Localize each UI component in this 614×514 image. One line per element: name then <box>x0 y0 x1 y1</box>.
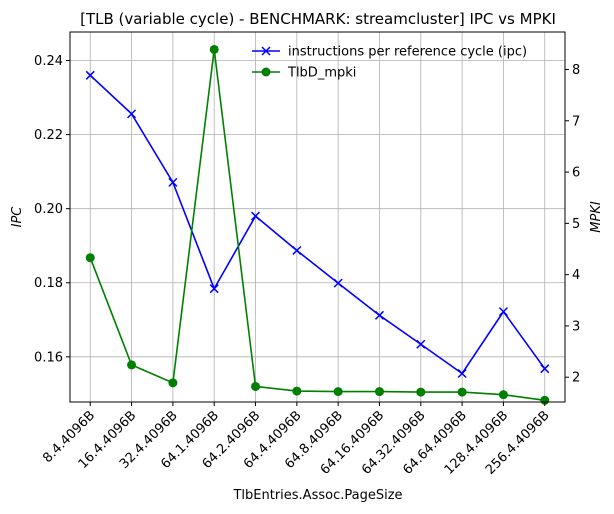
data-point <box>168 378 178 388</box>
data-point <box>540 395 550 405</box>
legend-label: instructions per reference cycle (ipc) <box>288 45 527 60</box>
data-point <box>416 387 426 397</box>
y-left-tick-label: 0.22 <box>34 128 63 143</box>
plot-frame <box>69 31 566 403</box>
y-right-tick-label: 7 <box>572 114 580 129</box>
y-axis-left: 0.16 0.18 0.20 0.22 0.24 <box>34 54 70 365</box>
series-1 <box>85 70 550 379</box>
data-point <box>540 364 550 374</box>
legend-marker <box>261 46 271 56</box>
data-point <box>416 339 426 349</box>
data-point <box>250 211 261 221</box>
data-point <box>333 387 343 397</box>
data-point <box>251 381 261 391</box>
chart-title: [TLB (variable cycle) - BENCHMARK: strea… <box>80 10 556 28</box>
y-axis-right-label: MPKI <box>589 201 604 233</box>
data-point <box>457 387 467 397</box>
data-point <box>457 368 467 379</box>
y-left-tick-label: 0.24 <box>34 54 63 69</box>
legend-item-1: instructions per reference cycle (ipc) <box>252 45 527 60</box>
data-point <box>333 278 343 288</box>
series-line <box>89 74 546 375</box>
data-point <box>85 253 95 263</box>
data-point <box>374 310 385 320</box>
legend-item-2: TlbD_mpki <box>252 66 356 81</box>
grid <box>70 32 565 402</box>
data-point <box>292 245 302 256</box>
y-right-tick-label: 4 <box>572 268 580 283</box>
y-right-tick-label: 3 <box>572 319 580 334</box>
data-point <box>498 307 508 317</box>
y-right-tick-label: 5 <box>572 217 580 232</box>
data-point <box>209 284 219 294</box>
y-right-tick-label: 6 <box>572 166 580 181</box>
y-left-tick-label: 0.18 <box>34 276 63 291</box>
legend-marker <box>261 67 271 77</box>
data-point <box>168 177 178 187</box>
series-layer <box>85 44 550 405</box>
y-left-tick-label: 0.20 <box>34 202 63 217</box>
y-left-tick-label: 0.16 <box>34 350 63 365</box>
y-right-tick-label: 8 <box>572 63 580 78</box>
data-point <box>292 386 302 396</box>
data-point <box>127 360 137 370</box>
y-axis-right: 2 3 4 5 6 7 8 <box>565 63 580 386</box>
y-axis-left-label: IPC <box>10 206 25 228</box>
series-2 <box>85 44 550 405</box>
data-point <box>85 70 95 80</box>
data-point <box>127 109 137 119</box>
x-axis-label: TlbEntries.Assoc.PageSize <box>232 488 402 503</box>
legend: instructions per reference cycle (ipc) Tl… <box>252 45 527 81</box>
series-line <box>89 48 545 402</box>
legend-label: TlbD_mpki <box>287 66 356 81</box>
y-right-tick-label: 2 <box>572 371 580 386</box>
data-point <box>209 44 219 54</box>
data-point <box>374 387 384 397</box>
data-point <box>498 390 508 400</box>
